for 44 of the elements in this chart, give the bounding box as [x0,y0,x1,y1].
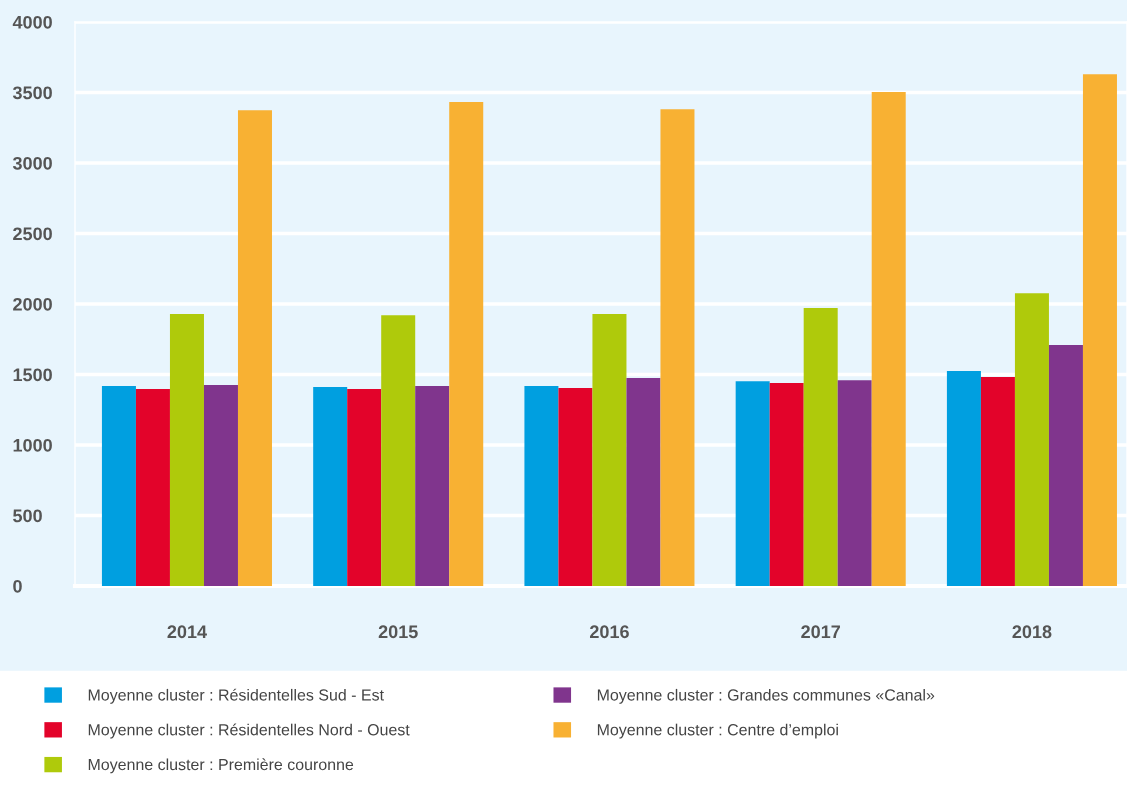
legend-label: Moyenne cluster : Résidentelles Sud - Est [88,688,384,704]
bar [735,381,770,586]
x-tick-label: 2014 [167,625,207,639]
bar [237,110,272,586]
legend-label: Moyenne cluster : Grandes communes «Canal» [597,688,935,704]
bar [1048,345,1083,586]
legend-label: Moyenne cluster : Première couronne [88,758,354,774]
bar [203,385,238,586]
bar [347,389,382,586]
y-tick-label: 4000 [12,15,52,29]
bar [313,387,348,586]
y-tick-label: 1000 [13,438,52,452]
bar [946,371,981,586]
bar [871,92,906,586]
y-tick-label: 2000 [13,297,52,311]
bar [169,314,204,586]
bar [660,109,695,586]
bar [449,102,484,586]
bar [837,380,872,586]
x-tick-label: 2016 [589,625,629,639]
legend-label: Moyenne cluster : Centre d’emploi [597,723,838,739]
y-tick-label: 1500 [13,368,52,382]
bar [803,308,838,586]
bar [101,386,136,586]
bar [1014,293,1049,586]
legend-label: Moyenne cluster : Résidentelles Nord - Ouest [88,723,410,739]
y-tick-label: 500 [13,509,42,523]
y-tick-label: 0 [13,579,22,593]
bar [1082,74,1117,586]
bar [524,386,559,586]
bar [769,383,804,586]
bar [381,315,416,586]
x-tick-label: 2017 [801,625,840,639]
bar [415,386,450,586]
bar [626,378,661,586]
x-tick-label: 2015 [378,625,418,639]
y-tick-label: 3000 [12,156,52,170]
bar [980,377,1015,586]
bar [592,314,627,586]
x-tick-label: 2018 [1012,625,1052,639]
y-tick-label: 3500 [12,86,52,100]
y-tick-label: 2500 [13,227,52,241]
bar [558,388,593,586]
bar [135,389,170,586]
